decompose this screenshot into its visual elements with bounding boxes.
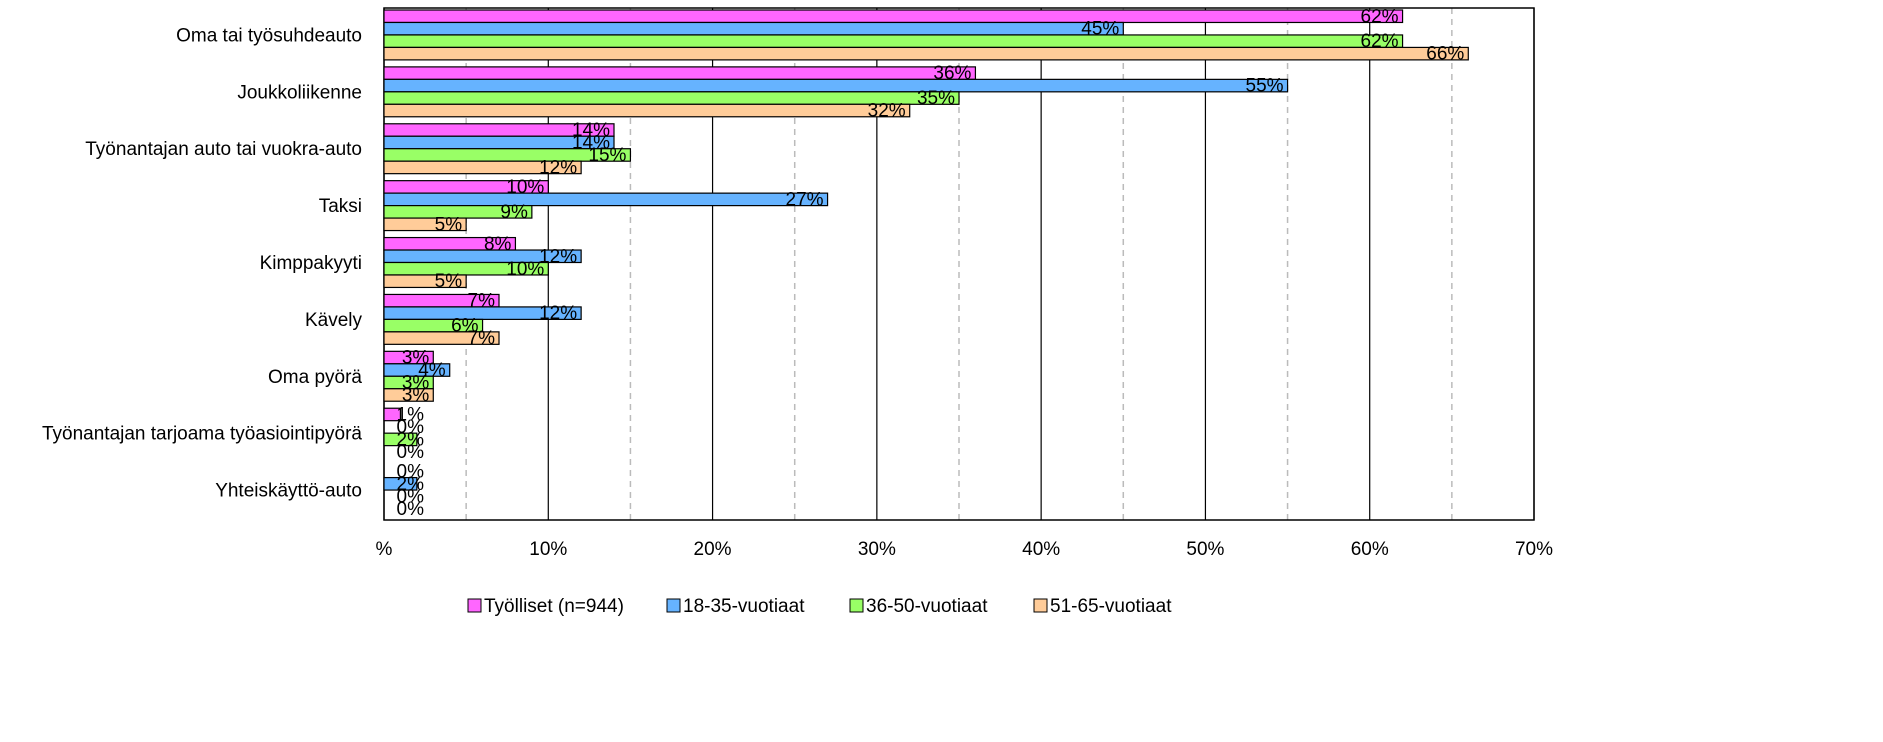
bar	[383, 9, 1404, 24]
data-label: 0%	[397, 499, 425, 520]
category-label: Oma tai työsuhdeauto	[176, 25, 362, 46]
bar	[383, 407, 402, 422]
bar	[383, 103, 911, 118]
x-tick-label: 20%	[694, 539, 732, 560]
bar	[383, 66, 977, 80]
data-label: 2%	[397, 429, 425, 450]
bar	[383, 192, 829, 207]
bar	[383, 46, 1469, 61]
bar	[383, 388, 434, 402]
bar	[383, 432, 418, 447]
category-label: Joukkoliikenne	[237, 82, 362, 103]
data-label: 35%	[917, 88, 955, 109]
x-tick-label: 10%	[529, 539, 567, 560]
x-tick-label: 50%	[1186, 539, 1224, 560]
x-tick-label: 60%	[1351, 539, 1389, 560]
bar	[383, 274, 467, 289]
legend-label: Työlliset (n=944)	[484, 596, 624, 617]
category-label: Kävely	[305, 310, 363, 331]
category-label: Työnantajan auto tai vuokra-auto	[85, 139, 362, 160]
data-label: 12%	[539, 157, 577, 178]
data-label: 12%	[539, 303, 577, 324]
data-label: 62%	[1361, 6, 1399, 27]
x-tick-label: %	[376, 539, 393, 560]
data-label: 66%	[1426, 44, 1464, 65]
bar	[383, 476, 418, 491]
data-label: 3%	[402, 385, 430, 406]
data-label: 0%	[397, 442, 425, 463]
data-label: 10%	[506, 259, 544, 280]
category-label: Kimppakyyti	[260, 253, 362, 274]
bar	[383, 21, 1124, 36]
legend-label: 18-35-vuotiaat	[683, 596, 805, 617]
data-label: 9%	[500, 202, 528, 223]
legend-swatch	[849, 598, 864, 613]
x-tick-label: 30%	[858, 539, 896, 560]
category-label: Taksi	[319, 196, 362, 217]
legend-label: 36-50-vuotiaat	[866, 596, 988, 617]
data-label: 7%	[468, 328, 496, 349]
category-label: Yhteiskäyttö-auto	[215, 481, 362, 502]
data-label: 0%	[397, 486, 425, 507]
data-label: 27%	[786, 189, 824, 210]
bar	[383, 34, 1404, 49]
bar	[383, 160, 582, 175]
legend-label: 51-65-vuotiaat	[1050, 596, 1172, 617]
bar	[383, 331, 500, 345]
data-label: 5%	[435, 214, 463, 235]
category-label: Työnantajan tarjoama työasiointipyörä	[42, 424, 362, 445]
x-tick-label: 70%	[1515, 539, 1553, 560]
category-label: Oma pyörä	[268, 367, 362, 388]
data-label: 55%	[1246, 76, 1284, 97]
bar	[383, 217, 467, 232]
legend-swatch	[467, 598, 482, 613]
data-label: 5%	[435, 271, 463, 292]
data-label: 1%	[397, 404, 425, 425]
bar	[383, 78, 1289, 93]
data-label: 32%	[868, 101, 906, 122]
data-label: 2%	[397, 474, 425, 495]
legend-swatch	[1033, 598, 1048, 613]
x-tick-label: 40%	[1022, 539, 1060, 560]
legend-swatch	[666, 598, 681, 613]
data-label: 15%	[588, 145, 626, 166]
